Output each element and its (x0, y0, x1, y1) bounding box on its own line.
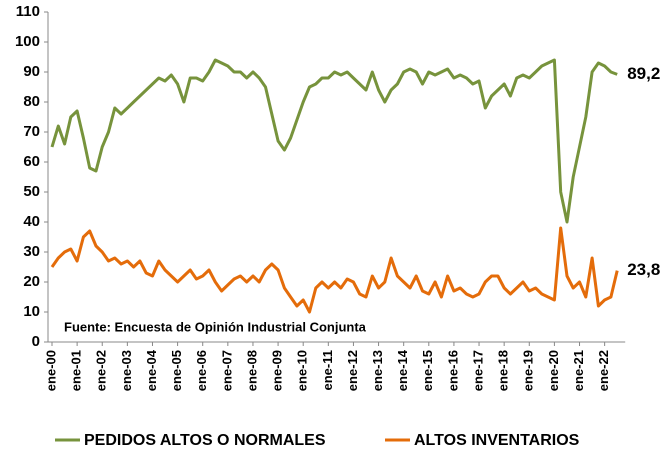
x-tick-label: ene-07 (219, 350, 234, 391)
x-tick-label: ene-15 (420, 350, 435, 391)
value-label: 89,2 (627, 64, 660, 83)
y-tick-label: 80 (23, 93, 40, 110)
x-tick-label: ene-16 (445, 350, 460, 391)
x-tick-label: ene-20 (546, 350, 561, 391)
x-tick-label: ene-21 (571, 350, 586, 391)
y-tick-label: 90 (23, 63, 40, 80)
y-tick-label: 70 (23, 123, 40, 140)
series-line (50, 226, 619, 314)
x-tick-label: ene-18 (496, 350, 511, 391)
x-tick-label: ene-12 (345, 350, 360, 391)
x-tick-label: ene-05 (169, 350, 184, 391)
x-tick-label: ene-13 (370, 350, 385, 391)
y-tick-label: 50 (23, 183, 40, 200)
legend-label: ALTOS INVENTARIOS (414, 432, 580, 449)
y-tick-label: 10 (23, 303, 40, 320)
x-tick-label: ene-14 (395, 349, 410, 391)
y-tick-label: 30 (23, 243, 40, 260)
y-tick-label: 60 (23, 153, 40, 170)
legend-label: PEDIDOS ALTOS O NORMALES (84, 432, 326, 449)
y-tick-label: 40 (23, 213, 40, 230)
x-tick-label: ene-02 (94, 350, 109, 391)
x-tick-label: ene-10 (295, 350, 310, 391)
x-tick-label: ene-11 (320, 350, 335, 390)
x-tick-label: ene-17 (470, 350, 485, 391)
y-tick-label: 110 (16, 3, 40, 20)
x-tick-label: ene-06 (194, 350, 209, 391)
x-tick-label: ene-01 (69, 350, 84, 391)
x-tick-label: ene-03 (119, 350, 134, 391)
source-note: Fuente: Encuesta de Opinión Industrial C… (64, 319, 367, 334)
x-tick-label: ene-22 (596, 350, 611, 391)
x-tick-label: ene-00 (43, 350, 58, 391)
x-tick-label: ene-08 (244, 350, 259, 391)
x-tick-label: ene-09 (270, 350, 285, 391)
y-tick-label: 0 (32, 333, 40, 350)
x-tick-label: ene-19 (521, 350, 536, 391)
y-tick-label: 100 (15, 33, 40, 50)
x-tick-label: ene-04 (144, 349, 159, 391)
series-line (50, 58, 618, 224)
value-label: 23,8 (627, 260, 660, 279)
y-tick-label: 20 (23, 273, 40, 290)
